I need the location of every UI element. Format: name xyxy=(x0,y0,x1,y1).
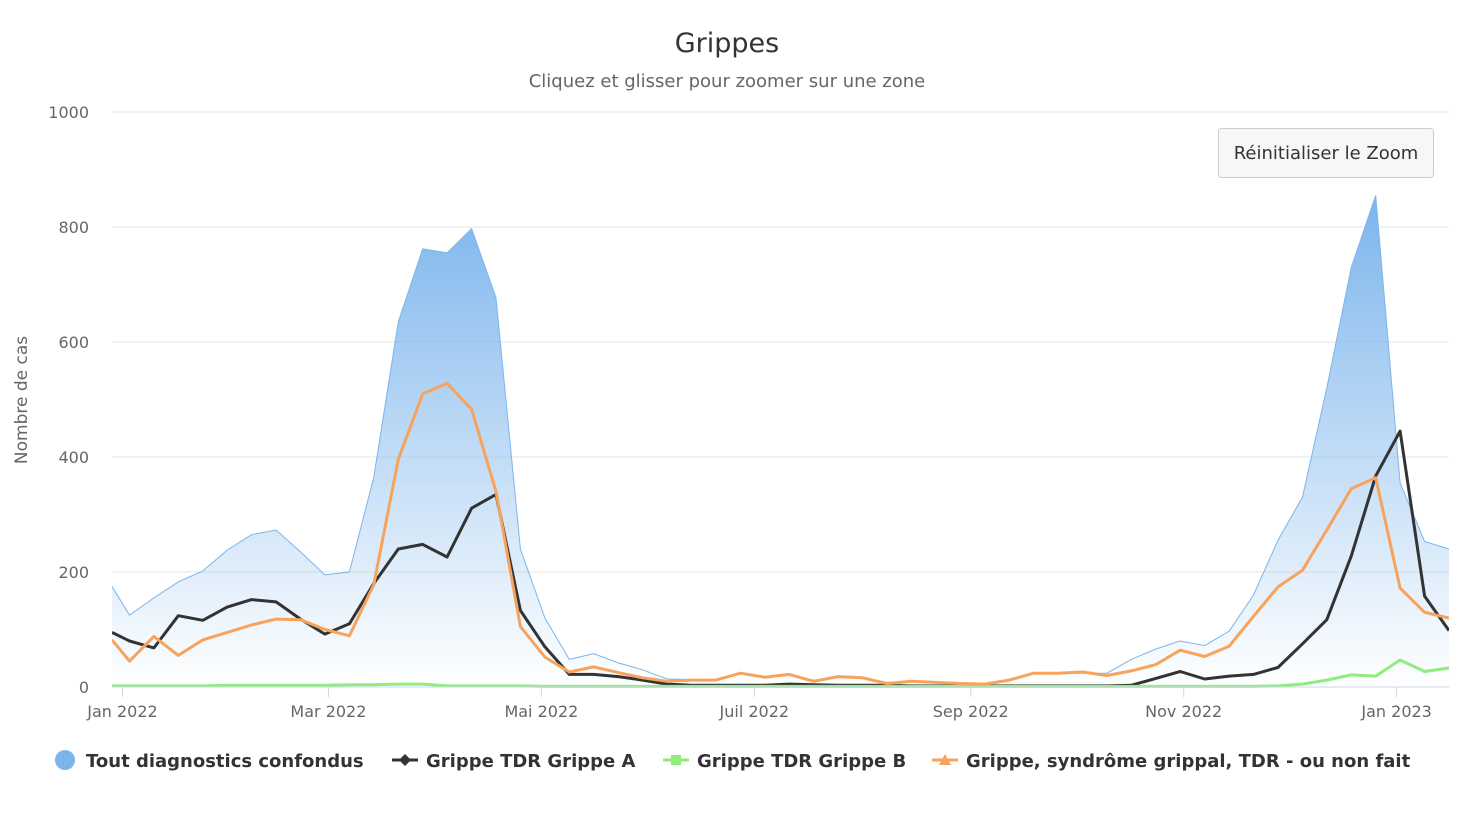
legend-item[interactable]: Grippe TDR Grippe A xyxy=(392,751,635,772)
series-layer xyxy=(112,195,1449,688)
legend-item[interactable]: Grippe, syndrôme grippal, TDR - ou non f… xyxy=(932,751,1411,772)
chart-title: Grippes xyxy=(675,28,779,59)
y-tick-label: 800 xyxy=(58,218,89,237)
x-tick-label: Juil 2022 xyxy=(719,702,790,721)
series-1 xyxy=(112,429,1449,688)
legend-symbol xyxy=(939,754,951,765)
x-tick-label: Jan 2023 xyxy=(1360,702,1431,721)
x-ticks: Jan 2022 Mar 2022 Mai 2022 Juil 2022 Sep 202… xyxy=(86,687,1432,721)
x-tick-label: Mar 2022 xyxy=(290,702,366,721)
y-tick-label: 1000 xyxy=(48,103,89,122)
x-tick-label: Mai 2022 xyxy=(504,702,578,721)
y-tick-label: 200 xyxy=(58,563,89,582)
y-gridlines xyxy=(112,111,1449,573)
y-tick-labels: 0 200 400 600 800 1000 xyxy=(48,103,89,697)
x-tick-label: Nov 2022 xyxy=(1145,702,1222,721)
legend-label: Tout diagnostics confondus xyxy=(86,751,364,772)
reset-zoom-button[interactable]: Réinitialiser le Zoom xyxy=(1218,128,1434,178)
y-tick-label: 0 xyxy=(79,678,89,697)
legend: Tout diagnostics confondus Grippe TDR Gri… xyxy=(55,750,1411,772)
y-axis-title: Nombre de cas xyxy=(12,336,32,464)
x-tick-label: Jan 2022 xyxy=(86,702,157,721)
series-3 xyxy=(112,381,1449,686)
legend-item[interactable]: Grippe TDR Grippe B xyxy=(663,751,906,772)
series-2 xyxy=(112,658,1449,688)
chart-subtitle: Cliquez et glisser pour zoomer sur une z… xyxy=(529,71,926,92)
legend-symbol xyxy=(55,750,75,770)
series-line xyxy=(112,658,1449,688)
y-tick-label: 600 xyxy=(58,333,89,352)
area-fill xyxy=(112,195,1449,687)
legend-label: Grippe TDR Grippe B xyxy=(697,751,906,772)
series-line xyxy=(112,429,1449,688)
legend-label: Grippe, syndrôme grippal, TDR - ou non f… xyxy=(966,751,1411,772)
reset-zoom-label: Réinitialiser le Zoom xyxy=(1234,143,1419,164)
series-0 xyxy=(112,195,1449,687)
legend-item[interactable]: Tout diagnostics confondus xyxy=(55,750,364,772)
y-tick-label: 400 xyxy=(58,448,89,467)
x-tick-label: Sep 2022 xyxy=(933,702,1009,721)
legend-symbol xyxy=(399,754,411,766)
legend-label: Grippe TDR Grippe A xyxy=(426,751,635,772)
legend-symbol xyxy=(671,755,681,765)
series-line xyxy=(112,381,1449,686)
